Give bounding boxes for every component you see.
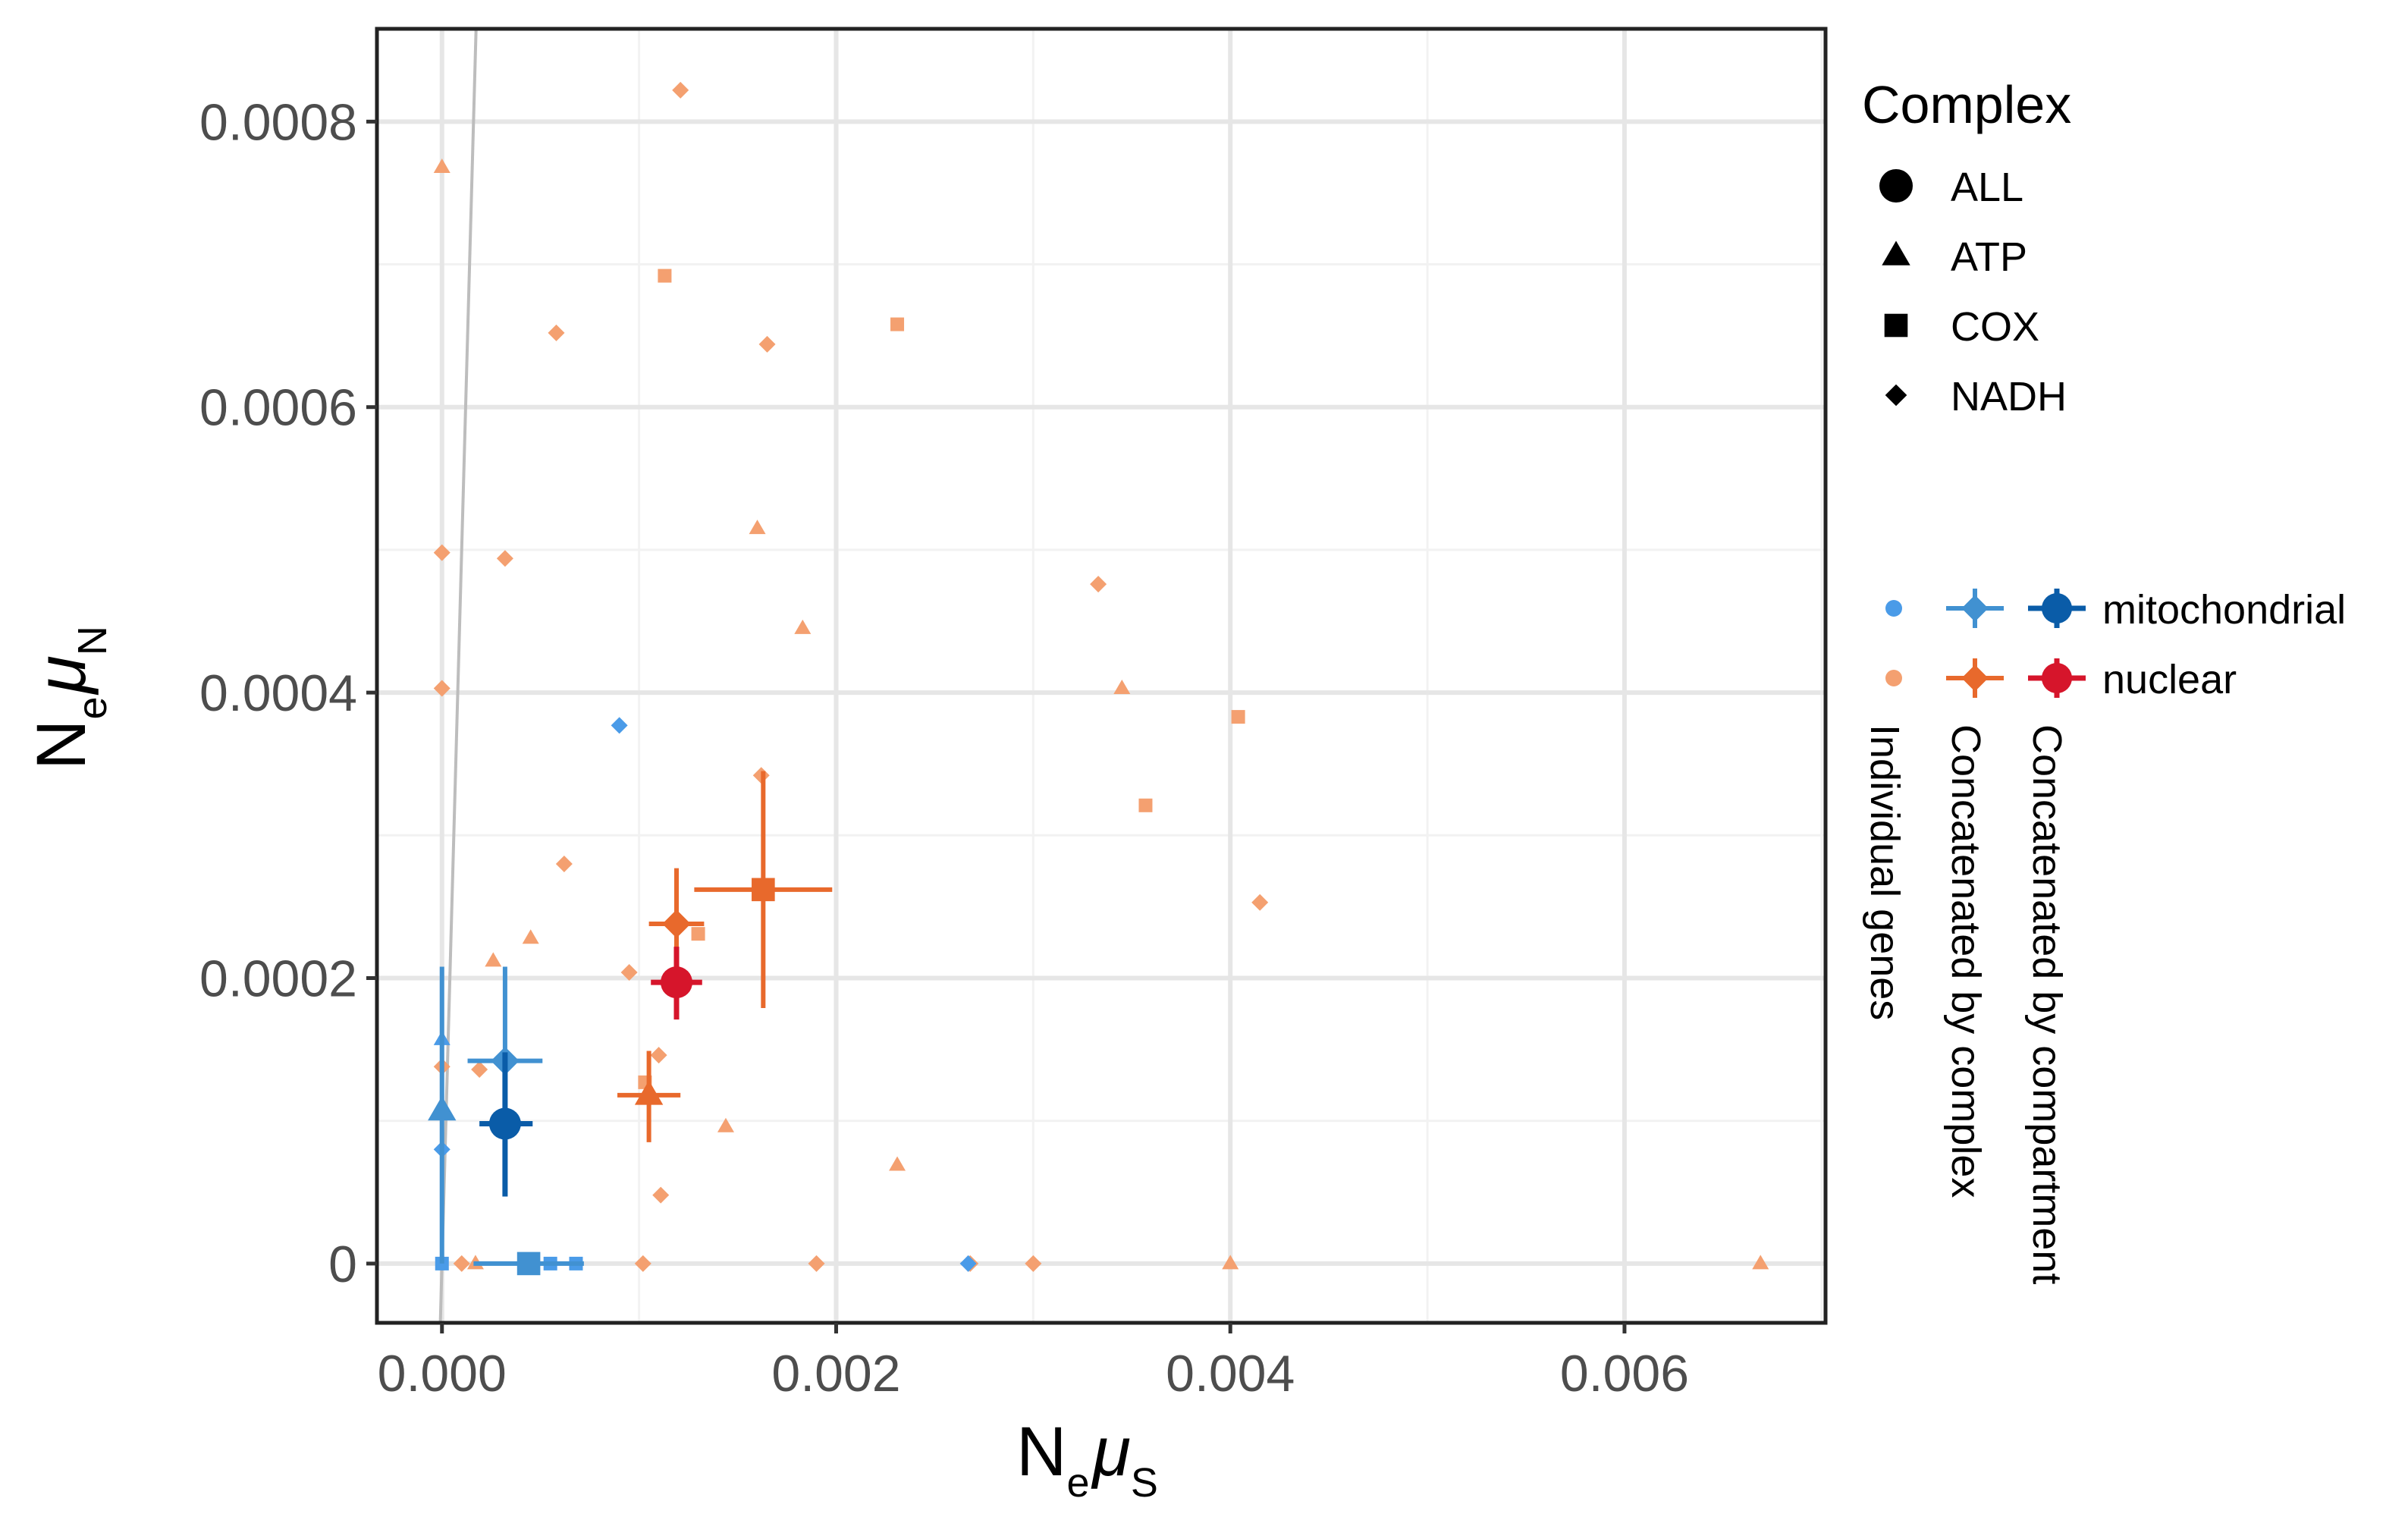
legend: Complex ALL ATP COX NADH mitochondrial nucle… — [1862, 75, 2346, 1284]
point-individual-square — [1138, 798, 1153, 812]
legend-title: Complex — [1862, 75, 2071, 134]
point-individual-square — [691, 927, 705, 941]
point-complex-square — [516, 1252, 541, 1276]
x-tick-label: 0.004 — [1166, 1345, 1295, 1402]
point-compartment-nuclear — [660, 966, 692, 999]
point-individual-diamond — [433, 544, 451, 561]
point-individual-diamond — [652, 1186, 670, 1204]
x-axis-label-sub1: e — [1066, 1460, 1089, 1506]
point-individual-diamond — [634, 1255, 651, 1272]
axis-ticks: 0.000 0.002 0.004 0.006 0 0.0002 0.0004 0.0006 0… — [199, 93, 1689, 1402]
point-individual-diamond — [620, 963, 638, 981]
point-complex-square — [752, 878, 775, 902]
point-individual-triangle — [485, 952, 502, 967]
point-compartment-mitochondrial — [488, 1107, 521, 1140]
legend-key-atp — [1882, 240, 1910, 265]
grid-lines — [377, 29, 1826, 1323]
point-complex-triangle — [428, 1095, 457, 1121]
point-individual-diamond — [548, 324, 565, 341]
y-axis-label-sub2: N — [70, 626, 115, 655]
point-individual-diamond — [650, 1047, 667, 1064]
panel-border — [375, 27, 1828, 1325]
point-individual-triangle — [1222, 1255, 1239, 1270]
legend-label-nadh: NADH — [1951, 374, 2067, 419]
point-individual-diamond — [611, 717, 628, 734]
y-axis-label: NeμN — [23, 626, 115, 770]
y-axis-label-main: N — [23, 720, 100, 770]
point-individual-diamond — [471, 1060, 488, 1078]
point-complex-diamond — [662, 909, 691, 938]
point-individual-triangle — [1113, 679, 1131, 694]
point-individual-diamond — [808, 1255, 825, 1272]
y-tick-label: 0.0004 — [199, 664, 357, 722]
reference-line — [438, 28, 478, 1324]
point-individual-diamond — [1025, 1255, 1042, 1272]
y-tick-label: 0.0006 — [199, 379, 357, 437]
x-tick-label: 0.006 — [1560, 1345, 1689, 1402]
point-individual-triangle — [1752, 1255, 1769, 1270]
legend-key-compartment-point — [2042, 593, 2072, 623]
point-individual-diamond — [1251, 894, 1269, 911]
x-tick-label: 0.002 — [771, 1345, 900, 1402]
point-individual-diamond — [959, 1255, 977, 1272]
legend-key-complex-point — [1961, 664, 1989, 692]
legend-compartments: mitochondrial nuclear — [1885, 587, 2346, 702]
point-individual-diamond — [433, 680, 451, 697]
point-individual-triangle — [889, 1156, 906, 1171]
x-axis-label: NeμS — [1016, 1413, 1158, 1506]
point-individual-triangle — [522, 929, 539, 944]
point-complex-triangle — [634, 1080, 664, 1105]
point-individual-diamond — [496, 550, 513, 567]
legend-level-complex: Concatenated by complex — [1943, 724, 1989, 1198]
legend-key-nadh — [1885, 384, 1907, 407]
data-marks — [428, 81, 1769, 1276]
reference-line-group — [438, 28, 478, 1324]
legend-key-individual — [1885, 670, 1902, 686]
point-individual-diamond — [758, 335, 776, 353]
x-axis-label-greek: μ — [1091, 1413, 1131, 1490]
point-individual-diamond — [555, 855, 573, 872]
y-tick-label: 0.0002 — [199, 950, 357, 1008]
point-individual-square — [658, 269, 672, 283]
x-axis-label-sub2: S — [1131, 1460, 1158, 1506]
legend-key-all — [1879, 169, 1913, 203]
point-individual-square — [890, 317, 905, 331]
x-axis-label-main: N — [1016, 1413, 1066, 1490]
legend-label-cox: COX — [1951, 304, 2039, 350]
y-tick-label: 0.0008 — [199, 93, 357, 151]
legend-key-complex-point — [1961, 595, 1989, 622]
point-individual-triangle — [717, 1117, 734, 1132]
legend-level-compartment: Concatenated by compartment — [2024, 724, 2070, 1284]
y-tick-label: 0 — [328, 1236, 357, 1293]
point-individual-triangle — [794, 619, 812, 634]
x-tick-label: 0.000 — [378, 1345, 507, 1402]
legend-shapes: ALL ATP COX NADH — [1879, 165, 2067, 419]
legend-label-nuclear: nuclear — [2102, 657, 2237, 702]
point-individual-triangle — [749, 520, 766, 535]
legend-label-atp: ATP — [1951, 234, 2027, 280]
point-individual-diamond — [453, 1255, 470, 1272]
y-axis-label-sub1: e — [70, 697, 115, 720]
y-axis-label-greek: μ — [23, 655, 100, 695]
point-individual-triangle — [433, 159, 451, 174]
legend-label-mitochondrial: mitochondrial — [2102, 587, 2346, 633]
legend-label-all: ALL — [1951, 165, 2023, 210]
point-individual-diamond — [672, 81, 689, 99]
legend-level-individual: Individual genes — [1862, 724, 1907, 1020]
point-individual-square — [1231, 710, 1245, 724]
legend-key-compartment-point — [2042, 663, 2072, 693]
legend-key-cox — [1884, 313, 1908, 338]
legend-key-individual — [1885, 600, 1902, 617]
point-individual-diamond — [1090, 576, 1107, 593]
